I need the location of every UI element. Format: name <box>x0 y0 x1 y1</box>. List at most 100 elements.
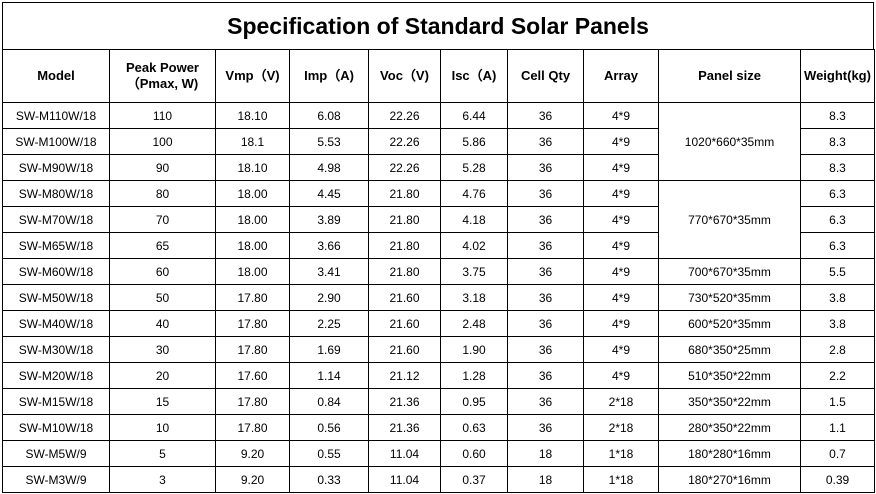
cell-voc: 21.12 <box>368 362 441 389</box>
cell-weight: 6.3 <box>800 180 875 207</box>
cell-isc: 2.48 <box>440 310 508 337</box>
cell-model: SW-M80W/18 <box>2 180 110 207</box>
cell-weight: 6.3 <box>800 206 875 233</box>
cell-array: 1*18 <box>583 440 659 467</box>
cell-isc: 1.28 <box>440 362 508 389</box>
cell-weight: 0.7 <box>800 440 875 467</box>
cell-model: SW-M70W/18 <box>2 206 110 233</box>
cell-cells: 36 <box>507 154 584 181</box>
cell-imp: 0.55 <box>289 440 369 467</box>
header-panel-size: Panel size <box>658 49 801 103</box>
cell-model: SW-M5W/9 <box>2 440 110 467</box>
cell-array: 2*18 <box>583 388 659 415</box>
cell-imp: 6.08 <box>289 102 369 129</box>
cell-cells: 36 <box>507 336 584 363</box>
cell-cells: 18 <box>507 466 584 493</box>
spec-table: Model Peak Power （Pmax, W) Vmp（V) Imp（A)… <box>2 49 875 493</box>
cell-cells: 36 <box>507 414 584 441</box>
cell-cells: 36 <box>507 310 584 337</box>
cell-cells: 18 <box>507 440 584 467</box>
cell-voc: 21.60 <box>368 310 441 337</box>
cell-power: 30 <box>109 336 216 363</box>
table-row: SW-M90W/18 90 18.10 4.98 22.26 5.28 36 4*9 8.3 <box>2 154 875 181</box>
cell-array: 4*9 <box>583 180 659 207</box>
cell-model: SW-M10W/18 <box>2 414 110 441</box>
cell-weight: 0.39 <box>800 466 875 493</box>
cell-weight: 8.3 <box>800 154 875 181</box>
header-array: Array <box>583 49 659 103</box>
cell-array: 2*18 <box>583 414 659 441</box>
table-row: SW-M30W/18 30 17.80 1.69 21.60 1.90 36 4*9 680*3… <box>2 336 875 363</box>
cell-size: 770*670*35mm <box>658 180 801 259</box>
cell-isc: 4.18 <box>440 206 508 233</box>
cell-array: 4*9 <box>583 310 659 337</box>
cell-voc: 21.60 <box>368 336 441 363</box>
cell-array: 4*9 <box>583 102 659 129</box>
cell-model: SW-M100W/18 <box>2 128 110 155</box>
cell-array: 4*9 <box>583 362 659 389</box>
page-title: Specification of Standard Solar Panels <box>2 2 874 50</box>
cell-isc: 0.95 <box>440 388 508 415</box>
cell-imp: 4.45 <box>289 180 369 207</box>
header-imp: Imp（A) <box>289 49 369 103</box>
cell-voc: 11.04 <box>368 440 441 467</box>
cell-imp: 3.89 <box>289 206 369 233</box>
cell-isc: 0.37 <box>440 466 508 493</box>
cell-vmp: 18.00 <box>215 206 290 233</box>
cell-model: SW-M50W/18 <box>2 284 110 311</box>
cell-power: 100 <box>109 128 216 155</box>
cell-vmp: 17.80 <box>215 414 290 441</box>
header-weight: Weight(kg) <box>800 49 875 103</box>
cell-voc: 11.04 <box>368 466 441 493</box>
cell-array: 4*9 <box>583 232 659 259</box>
cell-model: SW-M20W/18 <box>2 362 110 389</box>
cell-array: 4*9 <box>583 206 659 233</box>
cell-power: 90 <box>109 154 216 181</box>
table-row: SW-M50W/18 50 17.80 2.90 21.60 3.18 36 4*9 730*5… <box>2 284 875 311</box>
cell-power: 5 <box>109 440 216 467</box>
cell-imp: 1.69 <box>289 336 369 363</box>
header-row: Model Peak Power （Pmax, W) Vmp（V) Imp（A)… <box>2 49 875 103</box>
cell-vmp: 18.00 <box>215 180 290 207</box>
cell-isc: 4.02 <box>440 232 508 259</box>
cell-imp: 3.41 <box>289 258 369 285</box>
cell-voc: 21.36 <box>368 414 441 441</box>
cell-model: SW-M90W/18 <box>2 154 110 181</box>
cell-voc: 21.60 <box>368 284 441 311</box>
cell-array: 4*9 <box>583 336 659 363</box>
cell-weight: 6.3 <box>800 232 875 259</box>
cell-size: 730*520*35mm <box>658 284 801 311</box>
cell-model: SW-M40W/18 <box>2 310 110 337</box>
cell-vmp: 9.20 <box>215 440 290 467</box>
table-row: SW-M40W/18 40 17.80 2.25 21.60 2.48 36 4*9 600*5… <box>2 310 875 337</box>
cell-size: 180*270*16mm <box>658 466 801 493</box>
cell-vmp: 18.1 <box>215 128 290 155</box>
cell-imp: 4.98 <box>289 154 369 181</box>
cell-imp: 2.90 <box>289 284 369 311</box>
cell-size: 600*520*35mm <box>658 310 801 337</box>
cell-power: 65 <box>109 232 216 259</box>
cell-imp: 0.84 <box>289 388 369 415</box>
cell-power: 110 <box>109 102 216 129</box>
table-row: SW-M80W/18 80 18.00 4.45 21.80 4.76 36 4*9 770*6… <box>2 180 875 259</box>
cell-size: 680*350*25mm <box>658 336 801 363</box>
cell-model: SW-M65W/18 <box>2 232 110 259</box>
cell-isc: 4.76 <box>440 180 508 207</box>
table-row: SW-M10W/18 10 17.80 0.56 21.36 0.63 36 2*18 280*… <box>2 414 875 441</box>
table-row: SW-M60W/18 60 18.00 3.41 21.80 3.75 36 4*9 700*6… <box>2 258 875 285</box>
table-row: SW-M70W/18 70 18.00 3.89 21.80 4.18 36 4*9 6.3 <box>2 206 875 233</box>
header-isc: Isc（A) <box>440 49 508 103</box>
table-row: SW-M15W/18 15 17.80 0.84 21.36 0.95 36 2*18 350*… <box>2 388 875 415</box>
header-cell-qty: Cell Qty <box>507 49 584 103</box>
table-body: SW-M110W/18 110 18.10 6.08 22.26 6.44 36 4*9 102… <box>2 102 875 493</box>
table-row: SW-M110W/18 110 18.10 6.08 22.26 6.44 36 4*9 102… <box>2 102 875 181</box>
cell-vmp: 18.10 <box>215 154 290 181</box>
header-model: Model <box>2 49 110 103</box>
cell-vmp: 18.00 <box>215 258 290 285</box>
cell-power: 60 <box>109 258 216 285</box>
cell-size: 510*350*22mm <box>658 362 801 389</box>
cell-cells: 36 <box>507 206 584 233</box>
cell-vmp: 9.20 <box>215 466 290 493</box>
header-vmp: Vmp（V) <box>215 49 290 103</box>
